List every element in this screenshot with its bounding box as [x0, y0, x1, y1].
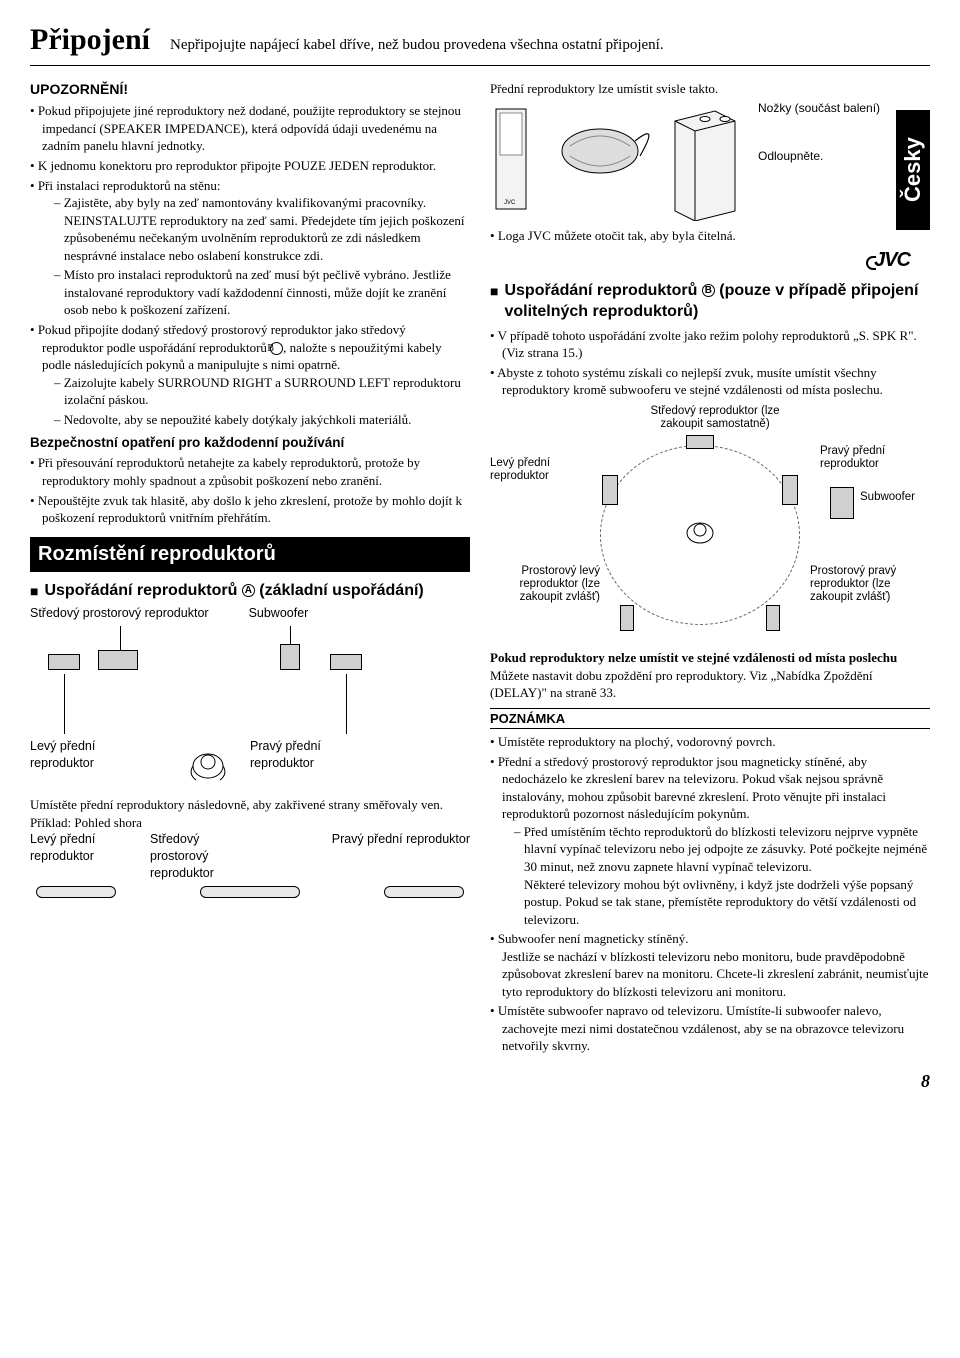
orbit-label-center: Středový reproduktor (lze zakoupit samos…: [630, 405, 800, 431]
diagram-label-left: Levý přední reproduktor: [30, 738, 140, 772]
arr-b-item: Abyste z tohoto systému získali co nejle…: [490, 364, 930, 399]
text: Některé televizory mohou být ovlivněny, …: [524, 877, 916, 927]
speaker-icon: [602, 475, 618, 505]
text: Subwoofer není magneticky stíněný.: [498, 931, 689, 946]
speaker-icon: [782, 475, 798, 505]
warning-subitem: Místo pro instalaci reproduktorů na zeď …: [42, 266, 470, 319]
note-item: Umístěte reproduktory na plochý, vodorov…: [490, 733, 930, 751]
page-title: Připojení: [30, 20, 150, 61]
warning-item: Pokud připojujete jiné reproduktory než …: [30, 102, 470, 155]
feet-label: Nožky (součást balení): [758, 101, 880, 115]
warning-subitem: Nedovolte, aby se nepoužité kabely dotýk…: [42, 411, 470, 429]
topview-example: Příklad: Pohled shora: [30, 814, 470, 832]
text: (základní uspořádání): [255, 582, 424, 599]
note-item: Umístěte subwoofer napravo od televizoru…: [490, 1002, 930, 1055]
orbit-label-fl: Levý přední reproduktor: [490, 457, 590, 483]
page-number: 8: [30, 1069, 930, 1093]
header-note: Nepřipojujte napájecí kabel dříve, než b…: [170, 35, 664, 55]
circle-a-icon: A: [242, 584, 255, 597]
text: Uspořádání reproduktorů: [504, 282, 701, 299]
svg-text:JVC: JVC: [504, 200, 516, 206]
safety-heading: Bezpečnostní opatření pro každodenní pou…: [30, 434, 470, 452]
distance-heading: Pokud reproduktory nelze umístit ve stej…: [490, 649, 930, 667]
logo-note: Loga JVC můžete otočit tak, aby byla čit…: [490, 227, 930, 245]
circle-b-icon: B: [702, 284, 715, 297]
warning-item: Pokud připojíte dodaný středový prostoro…: [30, 321, 470, 428]
topview-diagram: [30, 886, 470, 908]
orbit-label-sl: Prostorový levý reproduktor (lze zakoupi…: [490, 565, 600, 605]
speaker-top-icon: [200, 886, 300, 898]
diagram-label-center: Středový prostorový reproduktor: [30, 605, 209, 622]
speaker-icon: [686, 435, 714, 449]
orbit-label-sub: Subwoofer: [860, 491, 940, 504]
front-speaker-diagram: JVC: [490, 101, 750, 221]
note-subitem: Před umístěním těchto reproduktorů do bl…: [502, 823, 930, 928]
speaker-top-icon: [384, 886, 464, 898]
divider: [30, 65, 930, 66]
jvc-logo-icon: JVC: [866, 254, 910, 269]
note-item: Subwoofer není magneticky stíněný. Jestl…: [490, 930, 930, 1000]
orbit-label-sr: Prostorový pravý reproduktor (lze zakoup…: [810, 565, 930, 605]
circle-b-icon: B: [270, 342, 283, 355]
tv-label-left: Levý přední reproduktor: [30, 831, 140, 882]
front-intro: Přední reproduktory lze umístit svisle t…: [490, 80, 930, 98]
language-tab: Česky: [896, 110, 930, 230]
arr-b-item: V případě tohoto uspořádání zvolte jako …: [490, 327, 930, 362]
arrangement-a-diagram: Levý přední reproduktor Pravý přední rep…: [30, 626, 470, 796]
tv-label-center: Středový prostorový reproduktor: [150, 831, 260, 882]
text: Uspořádání reproduktorů: [44, 582, 241, 599]
warning-subitem: Zaizolujte kabely SURROUND RIGHT a SURRO…: [42, 374, 470, 409]
text: Zajistěte, aby byly na zeď namontovány k…: [64, 195, 426, 210]
speaker-icon: [620, 605, 634, 631]
warning-subitem: Zajistěte, aby byly na zeď namontovány k…: [42, 194, 470, 264]
arrangement-a-heading: ■ Uspořádání reproduktorů A (základní us…: [30, 580, 470, 602]
diagram-label-sub: Subwoofer: [249, 605, 309, 622]
text: Před umístěním těchto reproduktorů do bl…: [524, 824, 927, 874]
speaker-icon: [766, 605, 780, 631]
note-item: Přední a středový prostorový reproduktor…: [490, 753, 930, 928]
square-bullet-icon: ■: [490, 282, 498, 301]
note-heading: POZNÁMKA: [490, 708, 930, 730]
listener-icon: [186, 746, 230, 790]
warning-heading: UPOZORNĚNÍ!: [30, 80, 470, 99]
text: Při instalaci reproduktorů na stěnu:: [38, 178, 221, 193]
warning-item: K jednomu konektoru pro reproduktor přip…: [30, 157, 470, 175]
speaker-top-icon: [36, 886, 116, 898]
orbit-label-fr: Pravý přední reproduktor: [820, 445, 920, 471]
topview-intro: Umístěte přední reproduktory následovně,…: [30, 796, 470, 814]
distance-text: Můžete nastavit dobu zpoždění pro reprod…: [490, 667, 930, 702]
safety-item: Při přesouvání reproduktorů netahejte za…: [30, 454, 470, 489]
peel-label: Odloupněte.: [758, 149, 880, 163]
warning-item: Při instalaci reproduktorů na stěnu: Zaj…: [30, 177, 470, 319]
square-bullet-icon: ■: [30, 582, 38, 601]
listener-icon: [682, 517, 718, 553]
speaker-icon: [830, 487, 854, 519]
arrangement-b-heading: ■ Uspořádání reproduktorů B (pouze v pří…: [490, 280, 930, 323]
text: Jestliže se nachází v blízkosti televizo…: [502, 949, 928, 999]
arrangement-b-diagram: Středový reproduktor (lze zakoupit samos…: [490, 405, 930, 645]
tv-label-right: Pravý přední reproduktor: [270, 831, 470, 882]
safety-item: Nepouštějte zvuk tak hlasitě, aby došlo …: [30, 492, 470, 527]
text: Přední a středový prostorový reproduktor…: [498, 754, 886, 822]
section-bar: Rozmístění reproduktorů: [30, 537, 470, 572]
text: NEINSTALUJTE reproduktory na zeď sami. P…: [64, 213, 465, 263]
diagram-label-right: Pravý přední reproduktor: [250, 738, 370, 772]
